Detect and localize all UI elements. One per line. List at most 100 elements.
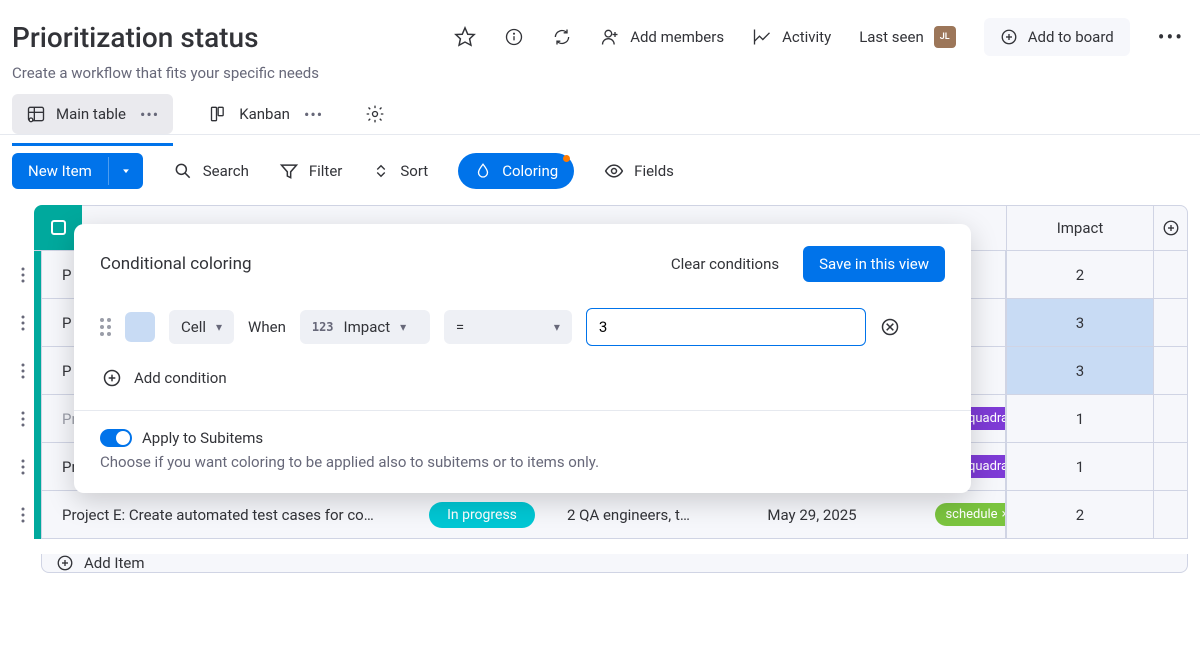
add-members-button[interactable]: Add members [600, 27, 724, 47]
page-subtitle: Create a workflow that fits your specifi… [0, 64, 1200, 94]
field-select[interactable]: 123 Impact ▾ [300, 310, 430, 344]
chevron-down-icon: ▾ [400, 320, 406, 334]
table-toolbar: New Item Search Filter Sort Coloring Fie… [0, 135, 1200, 205]
activity-icon [752, 27, 772, 47]
search-button[interactable]: Search [173, 161, 249, 181]
plus-circle-icon [102, 368, 122, 388]
header-actions: Add members Activity Last seen JL Add to… [454, 18, 1184, 56]
search-icon [173, 161, 193, 181]
page-title: Prioritization status [12, 21, 259, 54]
conditional-coloring-panel: Conditional coloring Clear conditions Sa… [74, 224, 971, 493]
filter-button[interactable]: Filter [279, 161, 343, 181]
impact-cell[interactable]: 3 [1006, 299, 1154, 347]
operator-select[interactable]: = ▾ [444, 310, 572, 344]
plus-circle-icon [56, 554, 74, 572]
condition-value-input[interactable] [586, 308, 866, 346]
date-cell: May 29, 2025 [742, 506, 882, 524]
color-swatch[interactable] [125, 312, 155, 342]
impact-cell[interactable]: 1 [1006, 395, 1154, 443]
field-value: Impact [344, 318, 391, 336]
more-menu[interactable]: ••• [1158, 25, 1184, 49]
apply-subitems-label: Apply to Subitems [142, 429, 263, 447]
add-to-board-button[interactable]: Add to board [984, 18, 1130, 56]
row-menu[interactable] [12, 443, 34, 491]
row-body: Project E: Create automated test cases f… [41, 491, 1006, 539]
impact-cell[interactable]: 2 [1006, 491, 1154, 539]
project-name: Project E: Create automated test cases f… [62, 506, 397, 524]
row-accent [34, 491, 41, 539]
tab-kanban-label: Kanban [239, 105, 290, 123]
assignees-cell: 2 QA engineers, t… [567, 506, 722, 524]
sort-button[interactable]: Sort [372, 162, 428, 180]
drag-handle-icon[interactable] [100, 318, 111, 336]
activity-button[interactable]: Activity [752, 27, 831, 47]
close-circle-icon [880, 317, 900, 337]
add-item-row[interactable]: Add Item [12, 539, 1188, 587]
condition-row: Cell ▾ When 123 Impact ▾ = ▾ [100, 308, 945, 346]
row-menu[interactable] [12, 347, 34, 395]
add-to-board-label: Add to board [1028, 28, 1114, 46]
add-condition-button[interactable]: Add condition [102, 368, 227, 388]
row-trail [1154, 347, 1188, 395]
sort-icon [372, 162, 390, 180]
when-label: When [248, 318, 286, 336]
activity-label: Activity [782, 28, 831, 46]
status-cell[interactable]: In progress [417, 502, 547, 528]
impact-cell[interactable]: 2 [1006, 251, 1154, 299]
impact-cell[interactable]: 1 [1006, 443, 1154, 491]
tag-cell[interactable]: schedule × [902, 503, 1006, 526]
row-menu[interactable] [12, 251, 34, 299]
scope-select[interactable]: Cell ▾ [169, 310, 234, 344]
table-row[interactable]: Project E: Create automated test cases f… [12, 491, 1188, 539]
last-seen[interactable]: Last seen JL [859, 26, 956, 48]
kanban-icon [209, 104, 229, 124]
clear-conditions-button[interactable]: Clear conditions [671, 255, 779, 273]
tab-main-table[interactable]: Main table ••• [12, 94, 173, 134]
row-trail [1154, 299, 1188, 347]
search-label: Search [203, 162, 249, 180]
coloring-label: Coloring [502, 162, 558, 180]
new-item-label: New Item [12, 153, 108, 189]
row-accent [34, 251, 41, 299]
tab-main-table-label: Main table [56, 105, 126, 123]
views-settings[interactable] [365, 104, 385, 124]
tab-main-table-menu[interactable]: ••• [140, 105, 159, 124]
filter-label: Filter [309, 162, 343, 180]
refresh-icon[interactable] [552, 27, 572, 47]
save-in-view-button[interactable]: Save in this view [803, 246, 945, 282]
star-icon[interactable] [454, 26, 476, 48]
apply-subitems-row: Apply to Subitems [100, 429, 945, 447]
row-accent [34, 299, 41, 347]
row-trail [1154, 491, 1188, 539]
plus-circle-icon [1000, 28, 1018, 46]
apply-subitems-toggle[interactable] [100, 429, 132, 447]
tab-kanban[interactable]: Kanban ••• [195, 94, 337, 134]
row-menu[interactable] [12, 395, 34, 443]
column-impact[interactable]: Impact [1006, 205, 1154, 251]
add-condition-label: Add condition [134, 369, 227, 387]
tab-kanban-menu[interactable]: ••• [304, 105, 323, 124]
chevron-down-icon: ▾ [554, 320, 560, 334]
table-icon [26, 104, 46, 124]
filter-icon [279, 161, 299, 181]
row-accent [34, 347, 41, 395]
info-icon[interactable] [504, 27, 524, 47]
gear-icon [365, 104, 385, 124]
row-trail [1154, 443, 1188, 491]
panel-title: Conditional coloring [100, 254, 671, 274]
delete-condition-button[interactable] [880, 317, 900, 337]
last-seen-label: Last seen [859, 28, 924, 46]
row-menu[interactable] [12, 491, 34, 539]
add-column[interactable] [1154, 205, 1188, 251]
fields-button[interactable]: Fields [604, 161, 674, 181]
eye-icon [604, 161, 624, 181]
row-accent [34, 395, 41, 443]
new-item-button[interactable]: New Item [12, 153, 143, 189]
new-item-dropdown[interactable] [108, 157, 143, 185]
apply-subitems-desc: Choose if you want coloring to be applie… [100, 453, 945, 471]
add-members-label: Add members [630, 28, 724, 46]
impact-cell[interactable]: 3 [1006, 347, 1154, 395]
row-menu[interactable] [12, 299, 34, 347]
avatar: JL [934, 26, 956, 48]
coloring-button[interactable]: Coloring [458, 153, 574, 189]
